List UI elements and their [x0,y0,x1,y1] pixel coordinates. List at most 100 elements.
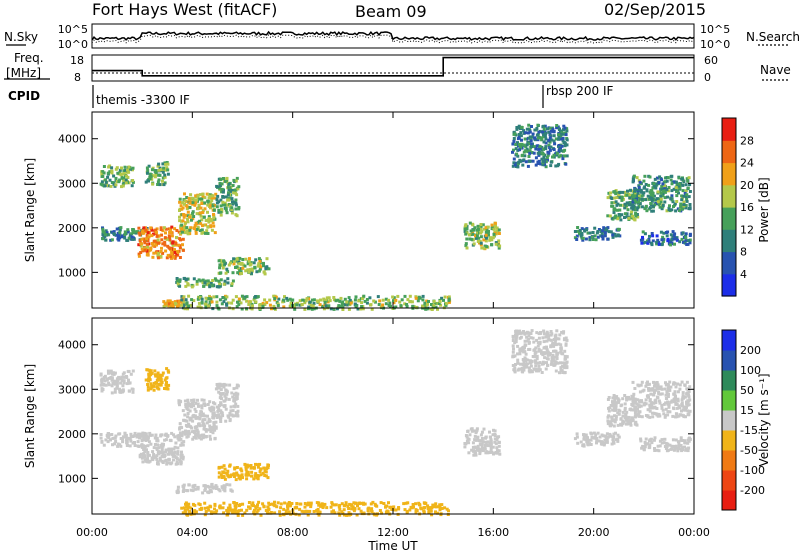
data-cell [332,509,335,513]
data-cell [647,395,650,399]
data-cell [302,510,306,514]
data-cell [624,412,628,416]
data-cell [220,465,224,469]
data-cell [263,298,267,302]
data-cell [512,161,516,165]
data-cell [182,506,186,510]
data-cell [215,485,219,489]
data-cell [152,446,156,450]
data-cell [188,201,192,205]
data-cell [549,160,553,164]
data-cell [157,168,161,172]
data-cell [186,220,190,224]
colorbar-tick-label: 200 [740,344,761,357]
data-cell [324,298,328,302]
data-cell [549,129,553,133]
data-cell [169,255,173,259]
data-cell [160,246,163,250]
data-cell [443,506,447,510]
data-cell [493,440,497,444]
data-cell [188,416,192,420]
data-cell [159,379,163,383]
data-cell [533,128,537,132]
data-cell [146,457,149,461]
data-cell [235,397,239,400]
data-cell [490,243,494,247]
data-cell [220,208,224,211]
colorbar-tick-label: 4 [740,268,747,281]
data-cell [100,440,104,444]
data-cell [528,128,532,132]
data-cell [254,462,257,466]
data-cell [483,244,487,248]
data-cell [176,446,180,450]
data-cell [684,189,688,193]
data-cell [617,234,620,238]
data-cell [535,369,539,373]
data-cell [403,508,407,512]
data-cell [231,271,235,275]
data-cell [670,194,674,198]
data-cell [185,205,189,209]
data-cell [552,148,556,152]
data-cell [363,299,367,303]
data-cell [178,422,182,426]
data-cell [530,329,534,333]
data-cell [234,295,238,299]
data-cell [223,467,227,471]
data-cell [186,232,190,236]
data-cell [176,250,180,253]
data-cell [209,224,213,228]
data-cell [323,502,327,506]
data-cell [230,413,234,417]
data-cell [166,300,170,304]
data-cell [165,380,168,384]
data-cell [212,427,216,430]
data-cell [549,344,553,348]
data-cell [123,165,127,169]
data-cell [120,234,124,238]
data-cell [175,490,179,494]
data-cell [685,177,689,181]
data-cell [228,503,232,507]
data-cell [183,231,187,235]
data-cell [666,410,670,414]
data-cell [234,179,238,183]
data-cell [614,417,618,421]
data-cell [679,203,683,207]
data-cell [677,184,680,188]
data-cell [231,307,235,311]
data-cell [662,180,666,184]
data-cell [174,254,178,258]
x-tick-label: 20:00 [578,526,610,539]
data-cell [643,174,647,178]
data-cell [261,471,265,475]
data-cell [357,502,361,506]
data-cell [163,378,167,382]
data-cell [208,285,212,289]
data-cell [532,367,536,371]
data-cell [231,184,235,187]
data-cell [158,183,162,187]
data-cell [547,143,551,147]
data-cell [606,419,610,423]
data-cell [160,448,164,452]
data-cell [392,508,396,512]
data-cell [518,143,522,147]
data-cell [237,260,241,264]
data-cell [464,442,468,446]
data-cell [226,473,230,477]
data-cell [524,160,528,164]
data-cell [214,420,218,424]
data-cell [520,348,524,352]
data-cell [621,419,625,423]
data-cell [224,297,228,301]
data-cell [546,350,550,354]
colorbar-tick-label: 8 [740,246,747,259]
data-cell [258,507,262,511]
data-cell [552,363,556,367]
data-cell [110,181,114,184]
data-cell [634,398,638,402]
data-cell [433,302,437,305]
data-cell [547,338,551,342]
